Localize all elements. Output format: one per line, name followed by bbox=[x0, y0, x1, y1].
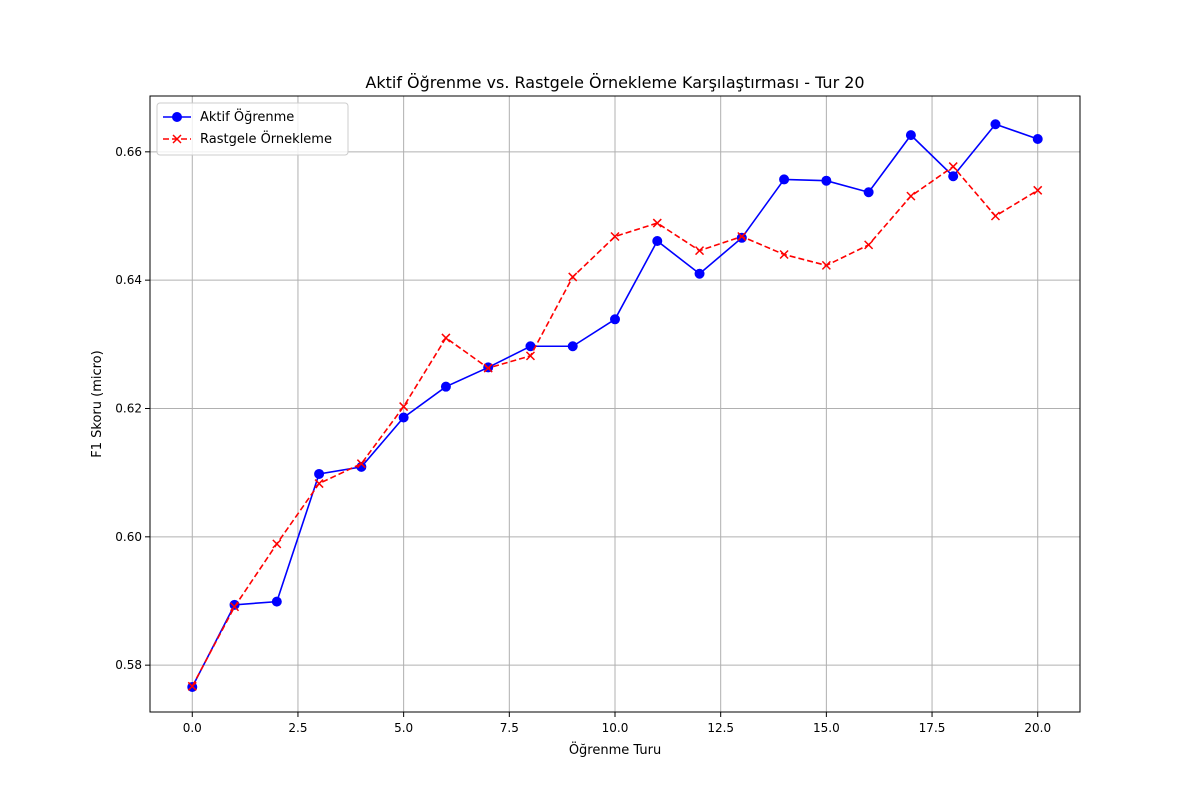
series-rastgele-ornekleme bbox=[187, 162, 1043, 691]
legend-label: Aktif Öğrenme bbox=[200, 108, 294, 125]
data-point-aktif-ogrenme bbox=[779, 174, 790, 185]
data-point-aktif-ogrenme bbox=[736, 232, 747, 243]
data-point-rastgele-ornekleme bbox=[737, 231, 747, 242]
legend: Aktif Öğrenme Rastgele Örnekleme bbox=[156, 102, 349, 156]
data-point-rastgele-ornekleme bbox=[230, 602, 240, 612]
data-point-rastgele-ornekleme bbox=[441, 333, 451, 343]
data-point-rastgele-ornekleme bbox=[821, 260, 831, 270]
y-tick-label: 0.64 bbox=[115, 273, 142, 287]
data-point-rastgele-ornekleme bbox=[864, 240, 874, 250]
data-point-rastgele-ornekleme bbox=[906, 191, 916, 201]
y-tick-label: 0.60 bbox=[115, 530, 142, 544]
x-tick-label: 2.5 bbox=[288, 721, 307, 735]
data-point-aktif-ogrenme bbox=[821, 175, 832, 186]
x-tick-label: 7.5 bbox=[500, 721, 519, 735]
x-tick-label: 5.0 bbox=[394, 721, 413, 735]
data-point-rastgele-ornekleme bbox=[356, 459, 366, 469]
data-point-rastgele-ornekleme bbox=[568, 272, 578, 282]
x-axis-label: Öğrenme Turu bbox=[569, 741, 661, 758]
series-line-rastgele-ornekleme bbox=[191, 165, 1039, 687]
y-axis-label: F1 Skoru (micro) bbox=[90, 350, 105, 457]
x-tick-label: 10.0 bbox=[602, 721, 629, 735]
x-tick-label: 15.0 bbox=[813, 721, 840, 735]
plot-frame bbox=[149, 95, 1081, 713]
series-layer bbox=[187, 119, 1043, 692]
x-tick-label: 17.5 bbox=[919, 721, 946, 735]
data-point-rastgele-ornekleme bbox=[779, 249, 789, 260]
legend-entries: Aktif Öğrenme Rastgele Örnekleme bbox=[163, 108, 332, 147]
legend-box bbox=[156, 102, 349, 156]
data-point-rastgele-ornekleme bbox=[948, 162, 958, 172]
legend-label: Rastgele Örnekleme bbox=[200, 130, 332, 147]
tick-layer: 0.0 2.5 5.0 7.5 10.0 12.5 15.0 17.5 20.0 0.58 0.60… bbox=[115, 145, 1051, 735]
data-point-aktif-ogrenme bbox=[694, 268, 705, 279]
data-point-rastgele-ornekleme bbox=[483, 363, 493, 373]
legend-entry-aktif-ogrenme: Aktif Öğrenme bbox=[163, 108, 294, 125]
data-point-rastgele-ornekleme bbox=[314, 479, 324, 489]
x-tick-label: 0.0 bbox=[183, 721, 202, 735]
legend-marker bbox=[172, 112, 182, 122]
data-point-rastgele-ornekleme bbox=[652, 218, 662, 228]
data-point-rastgele-ornekleme bbox=[990, 211, 1000, 221]
x-tick-label: 12.5 bbox=[707, 721, 734, 735]
data-point-aktif-ogrenme bbox=[990, 119, 1001, 130]
data-point-aktif-ogrenme bbox=[863, 187, 874, 198]
data-point-aktif-ogrenme bbox=[1032, 133, 1043, 144]
chart-title: Aktif Öğrenme vs. Rastgele Örnekleme Kar… bbox=[365, 73, 864, 92]
data-point-aktif-ogrenme bbox=[229, 599, 240, 610]
data-point-rastgele-ornekleme bbox=[187, 681, 197, 691]
legend-marker bbox=[172, 134, 182, 144]
legend-entry-rastgele-ornekleme: Rastgele Örnekleme bbox=[163, 130, 332, 147]
data-point-rastgele-ornekleme bbox=[525, 351, 535, 361]
data-point-aktif-ogrenme bbox=[398, 412, 409, 423]
y-tick-label: 0.66 bbox=[115, 145, 142, 159]
x-tick-label: 20.0 bbox=[1024, 721, 1051, 735]
data-point-aktif-ogrenme bbox=[948, 171, 959, 182]
data-point-aktif-ogrenme bbox=[905, 130, 916, 141]
data-point-aktif-ogrenme bbox=[314, 468, 325, 479]
data-point-aktif-ogrenme bbox=[567, 341, 578, 352]
data-point-rastgele-ornekleme bbox=[610, 231, 620, 242]
data-point-aktif-ogrenme bbox=[652, 236, 663, 247]
y-tick-label: 0.58 bbox=[115, 658, 142, 672]
data-point-rastgele-ornekleme bbox=[272, 539, 282, 549]
data-point-aktif-ogrenme bbox=[271, 596, 282, 607]
data-point-aktif-ogrenme bbox=[610, 314, 620, 325]
data-point-rastgele-ornekleme bbox=[695, 246, 705, 256]
y-tick-label: 0.62 bbox=[115, 401, 142, 415]
data-point-rastgele-ornekleme bbox=[1033, 185, 1043, 195]
data-point-aktif-ogrenme bbox=[440, 381, 451, 392]
grid-layer bbox=[150, 96, 1080, 712]
data-point-rastgele-ornekleme bbox=[399, 402, 409, 412]
